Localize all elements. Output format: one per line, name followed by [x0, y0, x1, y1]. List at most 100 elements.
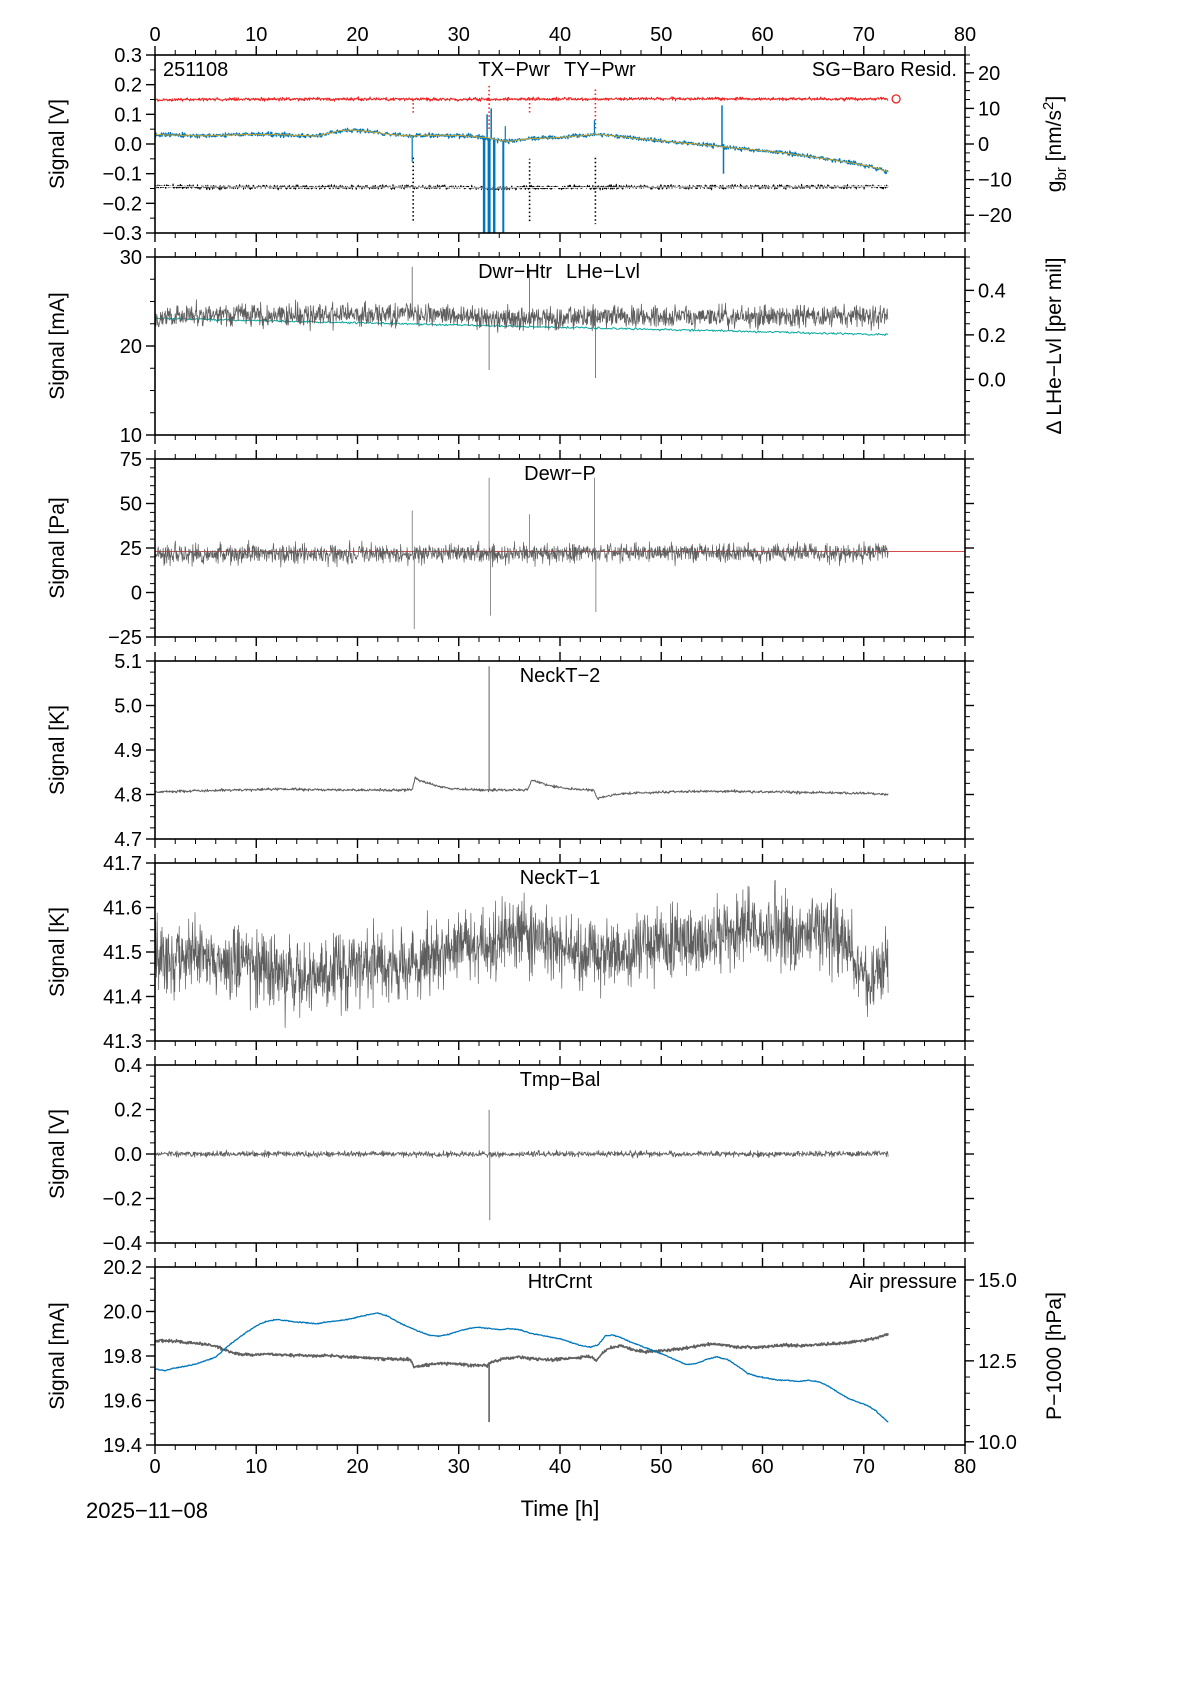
panel-1-right-tick-label: −20 — [978, 205, 1012, 227]
panel-3-title: Dewr−P — [524, 463, 596, 485]
panel-4-left-tick-label: 4.7 — [114, 829, 142, 851]
series-dwr-htr — [155, 299, 889, 333]
panel-4-left-tick-label: 4.9 — [114, 740, 142, 762]
series-tmp-bal — [155, 1149, 889, 1159]
panel-5-left-tick-label: 41.7 — [103, 853, 142, 875]
series-ty-pwr — [155, 96, 889, 102]
panel-7-left-axis-label: Signal [mA] — [46, 1302, 69, 1409]
bottom-axis-tick-label: 0 — [149, 1456, 160, 1478]
panel-1-title: SG−Baro Resid. — [812, 59, 957, 81]
series-ty-pwr-end-marker — [891, 94, 901, 104]
panel-2-right-axis-label: Δ LHe−Lvl [per mil] — [1043, 258, 1066, 435]
bottom-axis-tick-label: 80 — [954, 1456, 976, 1478]
panel-1-right-tick-label: 0 — [978, 134, 989, 156]
panel-1-title: 251108 — [163, 59, 228, 81]
bottom-axis-tick-label: 30 — [448, 1456, 470, 1478]
bottom-axis-tick-label: 70 — [853, 1456, 875, 1478]
top-axis-tick-label: 80 — [954, 24, 976, 46]
series-sg-baro-smooth — [155, 129, 889, 173]
panel-7-title: Air pressure — [849, 1271, 957, 1293]
panel-5-left-tick-label: 41.3 — [103, 1031, 142, 1053]
date-label: 2025−11−08 — [86, 1498, 208, 1523]
panel-2-frame — [154, 256, 966, 436]
panel-6-left-axis-label: Signal [V] — [46, 1109, 69, 1199]
panel-1-left-tick-label: 0.0 — [114, 134, 142, 156]
panel-4-title: NeckT−2 — [520, 665, 601, 687]
panel-1-frame — [154, 54, 966, 234]
panel-4-left-axis-label: Signal [K] — [46, 705, 69, 795]
x-axis-title: Time [h] — [520, 1496, 600, 1521]
panel-1-left-tick-label: −0.3 — [103, 223, 142, 245]
panel-3-left-tick-label: 75 — [120, 449, 142, 471]
panel-4-frame — [154, 660, 966, 840]
panel-7-right-tick-label: 15.0 — [978, 1270, 1017, 1292]
panel-6-left-tick-label: 0.0 — [114, 1144, 142, 1166]
series-tx-pwr-core — [155, 185, 889, 189]
panel-3-series — [155, 477, 965, 629]
series-sg-baro-resid — [155, 127, 889, 175]
panel-1-left-axis-label: Signal [V] — [46, 99, 69, 189]
panel-2-title: Dwr−Htr — [478, 261, 552, 283]
panel-2-right-tick-label: 0.4 — [978, 280, 1006, 302]
bottom-axis-tick-label: 10 — [245, 1456, 267, 1478]
panel-1-right-axis-label: gbr [nm/s2] — [1040, 96, 1070, 192]
panel-7-left-tick-label: 19.6 — [103, 1391, 142, 1413]
top-axis-tick-label: 50 — [650, 24, 672, 46]
panel-7-series — [155, 1312, 889, 1423]
panel-6-left-tick-label: 0.4 — [114, 1055, 142, 1077]
top-axis-tick-label: 20 — [346, 24, 368, 46]
panel-7-right-axis-label: P−1000 [hPa] — [1043, 1292, 1066, 1420]
panel-7-left-tick-label: 20.2 — [103, 1257, 142, 1279]
series-air-pressure — [155, 1312, 889, 1423]
panel-2-right-tick-label: 0.2 — [978, 325, 1006, 347]
panel-7-title: HtrCrnt — [528, 1271, 593, 1293]
panel-1-left-tick-label: 0.2 — [114, 75, 142, 97]
panel-5-left-tick-label: 41.5 — [103, 942, 142, 964]
bottom-axis-tick-label: 50 — [650, 1456, 672, 1478]
panel-5-left-tick-label: 41.6 — [103, 898, 142, 920]
panel-2-right-tick-label: 0.0 — [978, 369, 1006, 391]
bottom-axis-tick-label: 40 — [549, 1456, 571, 1478]
series-htrcrnt — [155, 1333, 889, 1369]
bottom-axis-tick-label: 20 — [346, 1456, 368, 1478]
panel-4-left-tick-label: 5.1 — [114, 651, 142, 673]
panel-4-left-tick-label: 4.8 — [114, 785, 142, 807]
panel-1-left-tick-label: 0.1 — [114, 104, 142, 126]
panel-5-left-axis-label: Signal [K] — [46, 907, 69, 997]
panel-6-left-tick-label: 0.2 — [114, 1100, 142, 1122]
panel-2-title: LHe−Lvl — [566, 261, 640, 283]
panel-6-left-tick-label: −0.4 — [103, 1233, 142, 1255]
panel-1-left-tick-label: −0.2 — [103, 193, 142, 215]
panel-3-left-axis-label: Signal [Pa] — [46, 497, 69, 599]
panel-7-right-tick-label: 12.5 — [978, 1351, 1017, 1373]
panel-5-left-tick-label: 41.4 — [103, 987, 142, 1009]
series-tx-pwr — [155, 183, 889, 191]
panel-1-left-tick-label: −0.1 — [103, 164, 142, 186]
panel-6-left-tick-label: −0.2 — [103, 1189, 142, 1211]
top-axis-tick-label: 70 — [853, 24, 875, 46]
top-axis-tick-label: 30 — [448, 24, 470, 46]
panel-1-title: TY−Pwr — [564, 59, 636, 81]
panel-2-left-tick-label: 30 — [120, 247, 142, 269]
series-neckt-1 — [155, 879, 889, 1028]
panel-6-title: Tmp−Bal — [520, 1069, 601, 1091]
panel-7-left-tick-label: 20.0 — [103, 1302, 142, 1324]
panel-7-right-tick-label: 10.0 — [978, 1432, 1017, 1454]
series-neckt-2 — [155, 776, 889, 800]
top-axis-tick-label: 60 — [751, 24, 773, 46]
panel-2-left-tick-label: 10 — [120, 425, 142, 447]
panel-4-left-tick-label: 5.0 — [114, 696, 142, 718]
panel-1-right-tick-label: 10 — [978, 98, 1000, 120]
panel-5-title: NeckT−1 — [520, 867, 601, 889]
panel-3-left-tick-label: 0 — [131, 583, 142, 605]
panel-2-left-tick-label: 20 — [120, 336, 142, 358]
panel-7-left-tick-label: 19.8 — [103, 1346, 142, 1368]
panel-2-left-axis-label: Signal [mA] — [46, 292, 69, 399]
top-axis-tick-label: 40 — [549, 24, 571, 46]
panel-4-series — [155, 666, 889, 800]
panel-1-left-tick-label: 0.3 — [114, 45, 142, 67]
panel-1-right-tick-label: −10 — [978, 170, 1012, 192]
top-axis-tick-label: 10 — [245, 24, 267, 46]
